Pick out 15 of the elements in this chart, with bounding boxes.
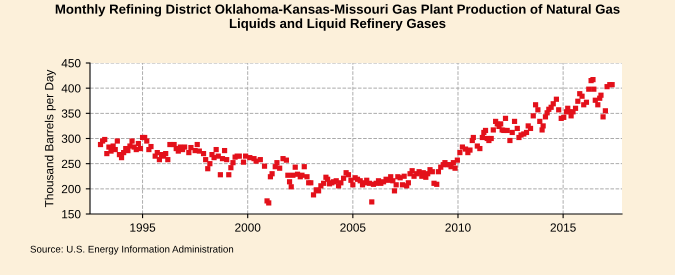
x-tick-label: 2010	[445, 223, 471, 232]
y-tick-label: 450	[62, 59, 81, 68]
y-tick-label: 350	[62, 109, 81, 118]
x-tick-label: 2000	[235, 223, 260, 232]
y-axis-title: Thousand Barrels per Day	[44, 70, 56, 208]
chart-title: Monthly Refining District Oklahoma-Kansas-Missouri Gas Plant Production of Natural Gas Liquids and Liquid Refinery Gases	[56, 4, 620, 31]
y-tick-label: 300	[62, 134, 81, 143]
y-tick-label: 200	[62, 184, 81, 194]
y-tick-label: 250	[62, 160, 81, 168]
x-tick-label: 2005	[340, 223, 366, 232]
y-tick-label: 400	[62, 84, 81, 93]
x-tick-label: 1995	[130, 223, 156, 232]
y-tick-label: 150	[62, 210, 81, 218]
x-tick-label: 2015	[550, 223, 576, 232]
source-note: Source: U.S. Energy Information Administration	[30, 245, 234, 255]
